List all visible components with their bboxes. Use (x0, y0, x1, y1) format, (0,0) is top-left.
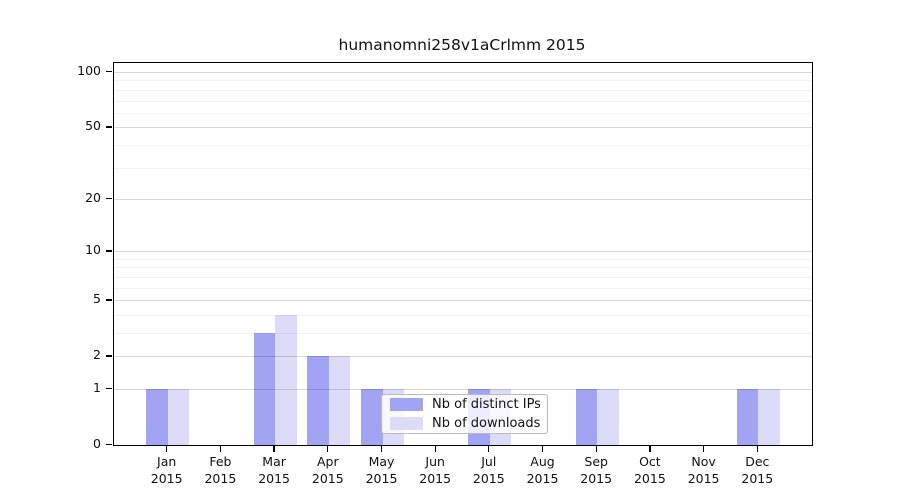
legend-swatch-downloads (390, 417, 423, 430)
major-gridline (114, 251, 812, 253)
major-gridline (114, 389, 812, 390)
bar-nb-of-distinct-ips-mar (253, 333, 276, 445)
legend: Nb of distinct IPs Nb of downloads (381, 394, 548, 434)
x-tick-label: Jul 2015 (472, 454, 505, 486)
bar-nb-of-distinct-ips-sep (575, 389, 598, 445)
y-tick-label: 1 (93, 380, 101, 395)
y-tick-label: 10 (85, 242, 101, 258)
bar-nb-of-distinct-ips-jan (146, 389, 168, 445)
y-tick-mark (105, 355, 112, 357)
x-tick-mark (649, 445, 651, 452)
bar-nb-of-downloads-sep (597, 389, 619, 445)
minor-gridline (114, 167, 812, 169)
x-tick-mark (327, 445, 329, 452)
y-tick-label: 5 (93, 291, 101, 307)
y-tick-label: 20 (85, 189, 101, 205)
minor-gridline (114, 112, 812, 114)
x-tick-mark (541, 445, 544, 452)
major-gridline (114, 356, 812, 358)
bar-nb-of-distinct-ips-dec (736, 389, 759, 445)
y-tick-mark (105, 250, 112, 252)
bar-nb-of-downloads-apr (328, 356, 351, 445)
bar-nb-of-distinct-ips-may (361, 389, 383, 445)
x-tick-mark (166, 445, 168, 452)
minor-gridline (114, 333, 812, 334)
y-tick-label: 0 (93, 436, 101, 451)
minor-gridline (114, 100, 812, 102)
chart-title: humanomni258v1aCrlmm 2015 (338, 36, 586, 54)
minor-gridline (114, 89, 812, 91)
major-gridline (114, 72, 812, 73)
bar-nb-of-downloads-jan (167, 389, 190, 445)
minor-gridline (114, 144, 812, 146)
minor-gridline (114, 276, 812, 278)
y-tick-mark (105, 444, 112, 446)
y-tick-mark (105, 388, 112, 390)
y-tick-label: 100 (77, 63, 101, 78)
x-tick-label: Sep 2015 (580, 454, 613, 486)
major-gridline (114, 300, 812, 302)
minor-gridline (114, 80, 812, 82)
bar-nb-of-downloads-mar (275, 314, 297, 445)
x-tick-mark (702, 445, 705, 452)
x-tick-mark (595, 445, 597, 452)
x-tick-mark (434, 445, 436, 452)
x-tick-mark (380, 445, 383, 452)
legend-label-distinct-ips: Nb of distinct IPs (432, 397, 541, 412)
x-tick-label: Jun 2015 (419, 454, 452, 486)
x-tick-mark (756, 445, 758, 452)
y-tick-mark (105, 71, 112, 73)
x-tick-label: Apr 2015 (311, 454, 344, 486)
bar-nb-of-distinct-ips-apr (307, 356, 329, 445)
x-tick-label: Oct 2015 (633, 454, 666, 486)
major-gridline (114, 198, 812, 200)
bar-nb-of-downloads-dec (758, 389, 780, 445)
legend-row-downloads: Nb of downloads (390, 416, 541, 431)
legend-row-distinct-ips: Nb of distinct IPs (390, 397, 541, 412)
x-tick-mark (273, 445, 275, 452)
x-tick-label: Mar 2015 (258, 454, 290, 486)
minor-gridline (114, 287, 812, 289)
x-tick-label: Dec 2015 (741, 454, 774, 486)
minor-gridline (114, 258, 812, 260)
x-tick-label: Feb 2015 (204, 454, 237, 486)
legend-label-downloads: Nb of downloads (432, 416, 541, 431)
plot-area: Nb of distinct IPs Nb of downloads (113, 62, 813, 446)
minor-gridline (114, 267, 812, 269)
y-tick-mark (105, 126, 112, 128)
major-gridline (114, 127, 812, 129)
legend-swatch-distinct-ips (390, 398, 423, 411)
y-tick-mark (105, 299, 112, 301)
y-tick-mark (105, 197, 112, 200)
x-tick-mark (219, 445, 222, 452)
x-tick-mark (488, 445, 490, 452)
x-tick-label: Jan 2015 (150, 454, 183, 486)
y-tick-label: 2 (93, 347, 101, 363)
minor-gridline (114, 314, 812, 316)
x-tick-label: Aug 2015 (526, 454, 559, 486)
y-tick-label: 50 (85, 118, 101, 134)
x-tick-label: Nov 2015 (687, 454, 720, 486)
x-tick-label: May 2015 (365, 454, 398, 486)
